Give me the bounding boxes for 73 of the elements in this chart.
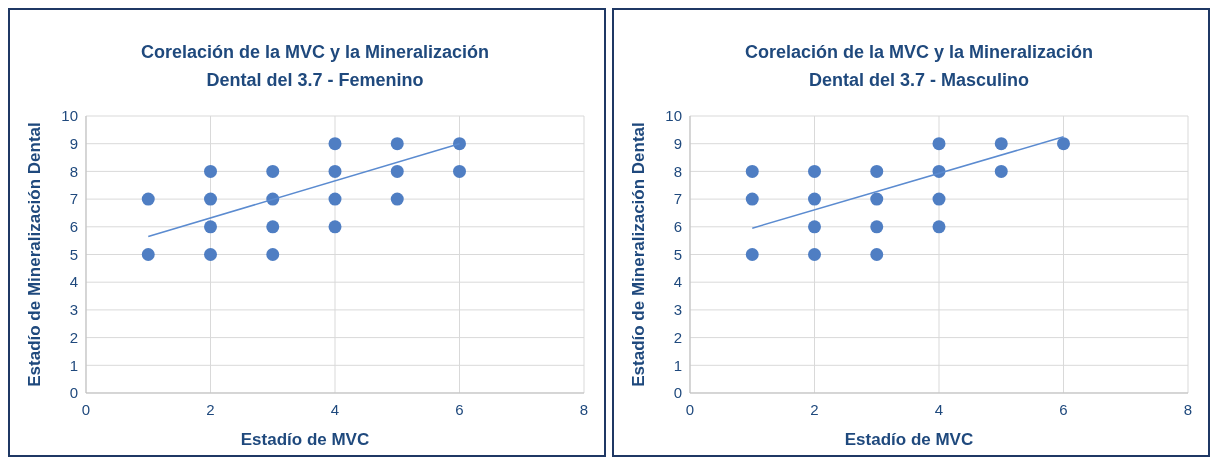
x-tick-label: 0 — [685, 401, 695, 418]
y-tick-label: 3 — [673, 301, 682, 319]
point — [870, 220, 884, 234]
y-tick-label: 6 — [69, 218, 78, 236]
x-tick-label: 6 — [455, 401, 464, 418]
point — [1057, 137, 1070, 151]
point — [870, 248, 884, 261]
point — [745, 164, 759, 178]
chart-title: Corelación de la MVC y la Mineralización Dental del 3.7 - Masculino — [744, 42, 1094, 90]
point — [870, 192, 884, 206]
point — [808, 220, 821, 234]
point — [932, 137, 946, 151]
point — [808, 164, 821, 178]
x-tick-label: 2 — [206, 401, 215, 418]
y-tick-label: 0 — [673, 384, 682, 402]
y-tick-label: 2 — [69, 328, 78, 346]
point — [266, 248, 280, 261]
y-tick-label: 8 — [69, 162, 78, 180]
point — [745, 192, 759, 206]
y-tick-label: 3 — [69, 301, 78, 319]
y-tick-label: 5 — [69, 245, 78, 263]
point — [808, 192, 821, 206]
point — [328, 192, 342, 206]
point — [141, 192, 155, 206]
y-tick-label: 8 — [673, 162, 682, 180]
x-tick-label: 0 — [81, 401, 91, 418]
x-tick-label: 4 — [934, 401, 944, 418]
point — [390, 137, 404, 151]
y-tick-label: 9 — [69, 134, 78, 152]
point — [390, 164, 404, 178]
point — [745, 248, 759, 261]
point — [994, 164, 1008, 178]
point — [808, 248, 821, 261]
y-tick-label: 5 — [673, 245, 682, 263]
point — [204, 220, 217, 234]
y-tick-label: 7 — [673, 190, 682, 208]
y-axis-title: Estadío de Mineralización Dental — [629, 122, 648, 387]
y-tick-label: 4 — [69, 273, 78, 291]
point — [204, 248, 217, 261]
x-tick-label: 2 — [810, 401, 819, 418]
point — [328, 164, 342, 178]
y-axis-title: Estadío de Mineralización Dental — [25, 122, 44, 387]
y-tick-label: 4 — [673, 273, 682, 291]
y-tick-label: 9 — [673, 134, 682, 152]
point — [266, 220, 280, 234]
x-tick-label: 8 — [579, 401, 589, 418]
x-axis-title: Estadío de MVC — [240, 430, 370, 449]
point — [141, 248, 155, 261]
point — [390, 192, 404, 206]
point — [204, 192, 217, 206]
chart-title: Corelación de la MVC y la Mineralización Dental del 3.7 - Femenino — [140, 42, 490, 90]
y-tick-label: 10 — [61, 107, 78, 125]
y-tick-label: 6 — [673, 218, 682, 236]
point — [453, 164, 466, 178]
x-tick-label: 4 — [330, 401, 340, 418]
y-tick-label: 1 — [69, 356, 78, 374]
point — [204, 164, 217, 178]
x-tick-label: 6 — [1059, 401, 1068, 418]
x-axis-title: Estadío de MVC — [844, 430, 974, 449]
y-tick-label: 1 — [673, 356, 682, 374]
y-tick-label: 0 — [69, 384, 78, 402]
point — [328, 220, 342, 234]
point — [266, 164, 280, 178]
y-tick-label: 2 — [673, 328, 682, 346]
y-tick-label: 7 — [69, 190, 78, 208]
point — [932, 220, 946, 234]
point — [994, 137, 1008, 151]
point — [870, 164, 884, 178]
point — [328, 137, 342, 151]
y-tick-label: 10 — [665, 107, 682, 125]
point — [932, 192, 946, 206]
x-tick-label: 8 — [1183, 401, 1193, 418]
point — [453, 137, 466, 151]
